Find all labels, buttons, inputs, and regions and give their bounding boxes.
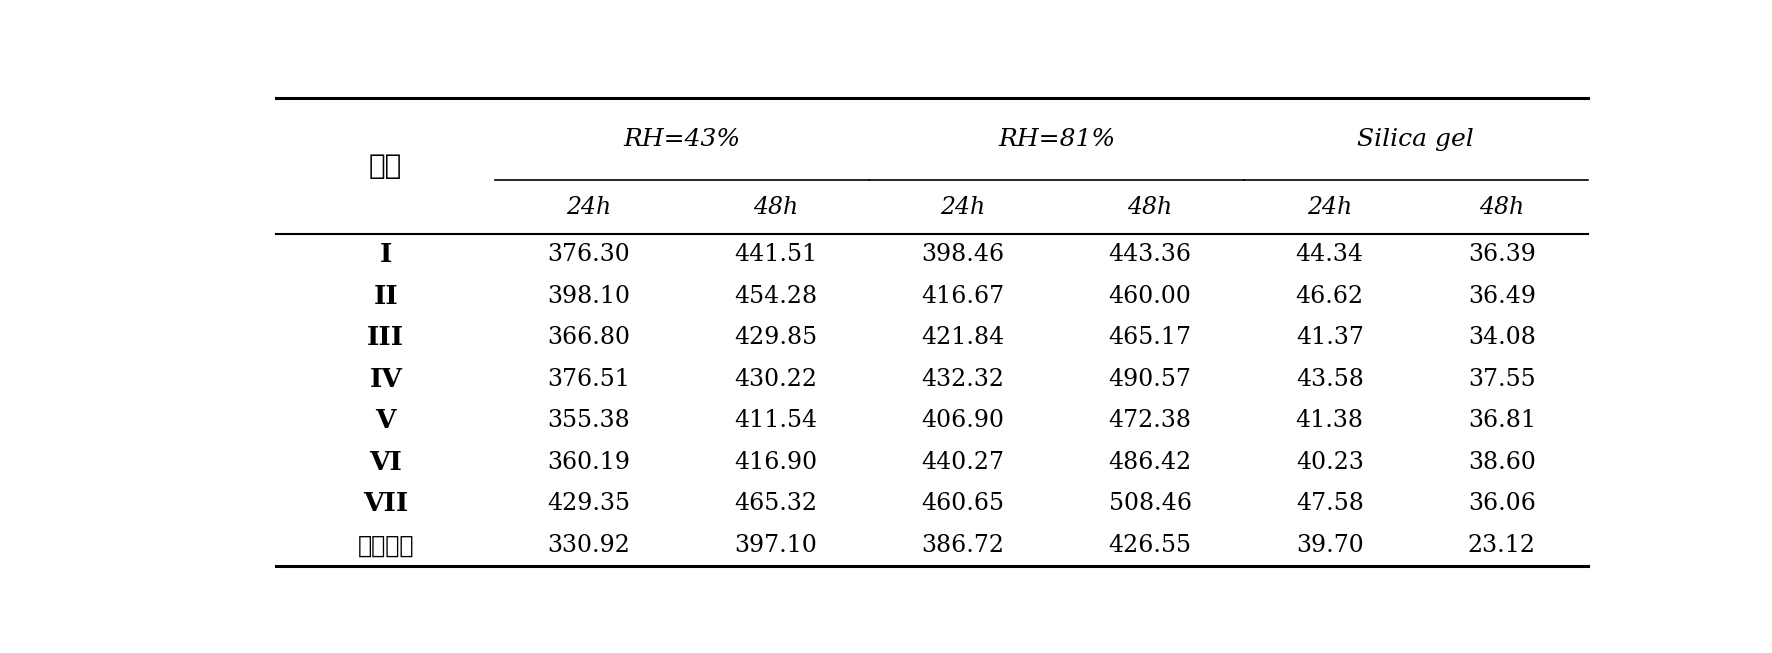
Text: 406.90: 406.90 bbox=[921, 409, 1005, 432]
Text: 24h: 24h bbox=[565, 196, 611, 219]
Text: 43.58: 43.58 bbox=[1295, 368, 1364, 391]
Text: 36.39: 36.39 bbox=[1467, 244, 1536, 266]
Text: 376.30: 376.30 bbox=[548, 244, 631, 266]
Text: 443.36: 443.36 bbox=[1109, 244, 1191, 266]
Text: 36.49: 36.49 bbox=[1467, 285, 1536, 308]
Text: 46.62: 46.62 bbox=[1295, 285, 1364, 308]
Text: 36.06: 36.06 bbox=[1467, 492, 1536, 515]
Text: IV: IV bbox=[369, 367, 402, 392]
Text: 465.17: 465.17 bbox=[1109, 326, 1191, 349]
Text: 441.51: 441.51 bbox=[734, 244, 817, 266]
Text: Silica gel: Silica gel bbox=[1357, 128, 1474, 151]
Text: 41.37: 41.37 bbox=[1295, 326, 1364, 349]
Text: 41.38: 41.38 bbox=[1295, 409, 1364, 432]
Text: 430.22: 430.22 bbox=[734, 368, 817, 391]
Text: 376.51: 376.51 bbox=[548, 368, 631, 391]
Text: 23.12: 23.12 bbox=[1467, 534, 1536, 557]
Text: 416.90: 416.90 bbox=[734, 451, 817, 474]
Text: 330.92: 330.92 bbox=[548, 534, 631, 557]
Text: 416.67: 416.67 bbox=[921, 285, 1005, 308]
Text: II: II bbox=[374, 284, 399, 309]
Text: 355.38: 355.38 bbox=[548, 409, 631, 432]
Text: 透明质酸: 透明质酸 bbox=[358, 534, 415, 557]
Text: 454.28: 454.28 bbox=[734, 285, 817, 308]
Text: 508.46: 508.46 bbox=[1109, 492, 1191, 515]
Text: 460.00: 460.00 bbox=[1109, 285, 1191, 308]
Text: VI: VI bbox=[369, 450, 402, 475]
Text: 472.38: 472.38 bbox=[1109, 409, 1191, 432]
Text: 36.81: 36.81 bbox=[1467, 409, 1536, 432]
Text: III: III bbox=[367, 325, 404, 350]
Text: V: V bbox=[376, 408, 395, 434]
Text: VII: VII bbox=[363, 491, 408, 517]
Text: I: I bbox=[379, 242, 392, 267]
Text: 44.34: 44.34 bbox=[1295, 244, 1364, 266]
Text: 样品: 样品 bbox=[369, 152, 402, 180]
Text: 47.58: 47.58 bbox=[1295, 492, 1364, 515]
Text: 40.23: 40.23 bbox=[1295, 451, 1364, 474]
Text: 48h: 48h bbox=[1127, 196, 1173, 219]
Text: 366.80: 366.80 bbox=[548, 326, 631, 349]
Text: 48h: 48h bbox=[753, 196, 799, 219]
Text: 465.32: 465.32 bbox=[734, 492, 817, 515]
Text: 48h: 48h bbox=[1480, 196, 1524, 219]
Text: 429.85: 429.85 bbox=[734, 326, 817, 349]
Text: 486.42: 486.42 bbox=[1109, 451, 1193, 474]
Text: 398.10: 398.10 bbox=[548, 285, 631, 308]
Text: 39.70: 39.70 bbox=[1295, 534, 1364, 557]
Text: 426.55: 426.55 bbox=[1109, 534, 1191, 557]
Text: 490.57: 490.57 bbox=[1109, 368, 1191, 391]
Text: 24h: 24h bbox=[941, 196, 985, 219]
Text: 38.60: 38.60 bbox=[1467, 451, 1536, 474]
Text: 421.84: 421.84 bbox=[921, 326, 1005, 349]
Text: 460.65: 460.65 bbox=[921, 492, 1005, 515]
Text: 34.08: 34.08 bbox=[1467, 326, 1536, 349]
Text: 440.27: 440.27 bbox=[921, 451, 1005, 474]
Text: 360.19: 360.19 bbox=[548, 451, 631, 474]
Text: 429.35: 429.35 bbox=[548, 492, 631, 515]
Text: 24h: 24h bbox=[1308, 196, 1352, 219]
Text: RH=81%: RH=81% bbox=[998, 128, 1115, 151]
Text: 37.55: 37.55 bbox=[1467, 368, 1536, 391]
Text: 432.32: 432.32 bbox=[921, 368, 1005, 391]
Text: 386.72: 386.72 bbox=[921, 534, 1005, 557]
Text: RH=43%: RH=43% bbox=[624, 128, 741, 151]
Text: 397.10: 397.10 bbox=[734, 534, 817, 557]
Text: 411.54: 411.54 bbox=[734, 409, 817, 432]
Text: 398.46: 398.46 bbox=[921, 244, 1005, 266]
